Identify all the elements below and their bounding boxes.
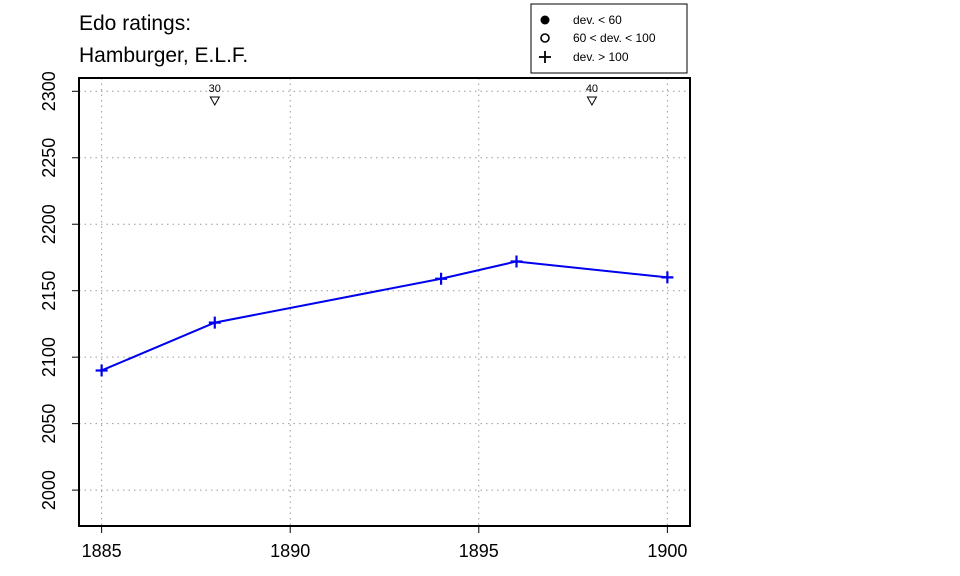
annotation-triangle-icon [209, 96, 221, 107]
y-tick-label-2300: 2300 [39, 71, 59, 111]
data-point-1896 [510, 255, 523, 268]
legend-open-circle-icon [540, 33, 550, 43]
y-tick-label-2050: 2050 [39, 404, 59, 444]
y-tick-label-2200: 2200 [39, 204, 59, 244]
chart-title-line-1: Edo ratings: [79, 12, 191, 35]
legend-label-dev-60-100: 60 < dev. < 100 [573, 31, 656, 45]
y-tick-label-2100: 2100 [39, 337, 59, 377]
legend-box [530, 3, 688, 74]
grid [79, 78, 690, 526]
legend: dev. < 60 60 < dev. < 100 dev. > 100 [530, 3, 688, 74]
data-point-1900 [661, 271, 674, 284]
axes: 1885 1890 1895 1900 2000 2050 2100 2150 2200 2250… [39, 71, 691, 561]
data-point-1894 [435, 272, 448, 285]
legend-filled-circle-icon [540, 15, 550, 25]
x-tick-label-1900: 1900 [647, 541, 687, 561]
x-tick-label-1895: 1895 [459, 541, 499, 561]
x-tick-label-1885: 1885 [82, 541, 122, 561]
chart-title-line-2: Hamburger, E.L.F. [79, 44, 248, 67]
legend-plus-icon [539, 51, 551, 63]
y-tick-label-2000: 2000 [39, 470, 59, 510]
legend-label-dev-gt-100: dev. > 100 [573, 50, 629, 64]
series [95, 255, 674, 377]
annotation-label-30: 30 [209, 83, 221, 95]
data-point-1885 [95, 364, 108, 377]
legend-label-dev-lt-60: dev. < 60 [573, 13, 622, 27]
annotations: 30 40 [209, 83, 598, 107]
data-point-1888 [208, 316, 221, 329]
y-tick-label-2150: 2150 [39, 271, 59, 311]
series-line-0 [101, 260, 668, 372]
y-tick-label-2250: 2250 [39, 138, 59, 178]
annotation-triangle-icon [586, 96, 598, 107]
annotation-label-40: 40 [586, 83, 598, 95]
plot-frame [78, 77, 691, 527]
x-tick-label-1890: 1890 [270, 541, 310, 561]
